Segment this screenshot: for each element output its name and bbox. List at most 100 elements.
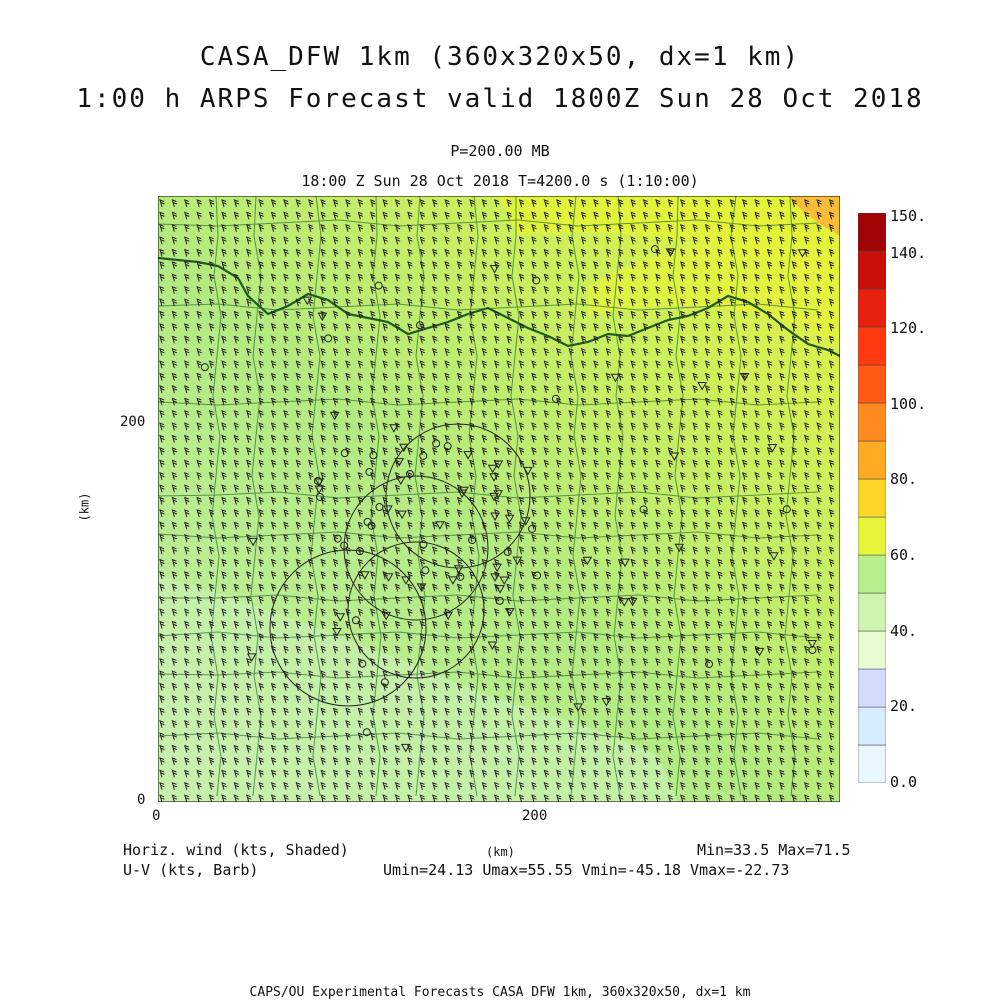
wind-barb: [394, 757, 401, 766]
wind-barb: [270, 744, 277, 753]
wind-barb: [419, 719, 426, 728]
wind-barb: [531, 719, 537, 728]
wind-barb: [171, 422, 178, 431]
wind-barb: [779, 707, 785, 716]
wind-barb: [531, 496, 537, 505]
wind-barb: [444, 695, 450, 704]
wind-barb: [804, 633, 810, 642]
wind-barb: [754, 657, 760, 666]
wind-barb: [171, 583, 178, 592]
wind-barb: [159, 323, 165, 332]
wind-barb: [580, 285, 587, 294]
wind-barb: [345, 397, 351, 406]
wind-barb: [618, 496, 624, 505]
wind-barb: [295, 199, 302, 208]
wind-barb: [729, 285, 736, 294]
wind-barb: [370, 310, 376, 319]
wind-barb: [233, 620, 240, 629]
wind-barb: [246, 434, 252, 443]
wind-barb: [469, 360, 475, 369]
wind-barb: [618, 509, 624, 518]
wind-barb: [345, 211, 351, 220]
wind-barb: [419, 471, 426, 480]
wind-barb: [407, 608, 413, 617]
wind-barb: [543, 409, 550, 418]
wind-barb: [432, 583, 438, 592]
wind-barb: [729, 211, 736, 220]
wind-barb: [642, 695, 649, 704]
wind-barb: [568, 533, 574, 542]
wind-barb: [345, 385, 351, 394]
wind-barb: [754, 595, 760, 604]
wind-barb: [630, 732, 636, 741]
wind-barb: [320, 732, 326, 741]
station-circle: [362, 728, 371, 737]
wind-barb: [456, 236, 463, 245]
wind-barb: [680, 397, 686, 406]
wind-barb: [816, 608, 822, 617]
wind-barb: [630, 571, 636, 580]
wind-barb: [766, 781, 773, 790]
wind-barb: [171, 571, 178, 580]
wind-barb: [717, 447, 723, 456]
colorbar-segment: [858, 288, 886, 328]
wind-barb: [394, 335, 401, 344]
wind-barb: [506, 409, 512, 418]
wind-barb: [568, 608, 574, 617]
wind-barb: [295, 583, 302, 592]
wind-barb: [432, 360, 438, 369]
wind-barb: [729, 682, 736, 691]
wind-barb: [618, 471, 624, 480]
wind-barb: [419, 360, 426, 369]
wind-barb: [233, 459, 240, 468]
wind-barb: [828, 633, 835, 642]
wind-barb: [308, 757, 314, 766]
wind-barb: [543, 645, 550, 654]
wind-barb: [308, 484, 314, 493]
station-triangle: [739, 372, 750, 382]
station-triangle: [504, 608, 515, 617]
wind-barb: [295, 769, 302, 778]
wind-barb: [766, 719, 773, 728]
wind-barb: [531, 484, 537, 493]
wind-barb: [469, 645, 475, 654]
wind-barb: [320, 471, 326, 480]
wind-barb: [630, 682, 636, 691]
wind-barb: [444, 757, 450, 766]
colorbar-segment: [858, 706, 886, 746]
wind-barb: [704, 633, 711, 642]
wind-barb: [246, 744, 252, 753]
wind-barb: [766, 571, 773, 580]
wind-barb: [394, 744, 401, 753]
wind-barb: [233, 781, 240, 790]
wind-barb: [382, 298, 388, 307]
wind-barb: [804, 434, 810, 443]
wind-barb: [791, 496, 798, 505]
wind-barb: [605, 595, 612, 604]
wind-barb: [680, 471, 686, 480]
wind-barb: [754, 521, 760, 530]
wind-barb: [605, 645, 612, 654]
wind-barb: [742, 347, 748, 356]
wind-barb: [258, 744, 264, 753]
wind-barb: [208, 422, 215, 431]
wind-barb: [171, 719, 178, 728]
wind-barb: [766, 471, 773, 480]
wind-barb: [196, 558, 202, 567]
wind-barb: [692, 657, 698, 666]
wind-barb: [642, 732, 649, 741]
wind-barb: [394, 608, 401, 617]
wind-barb: [618, 422, 624, 431]
wind-barb: [283, 645, 289, 654]
wind-barb: [804, 732, 810, 741]
wind-barb: [233, 335, 240, 344]
wind-barb: [754, 347, 760, 356]
wind-barb: [667, 496, 674, 505]
wind-barb: [642, 719, 649, 728]
wind-barb: [630, 695, 636, 704]
wind-barb: [518, 385, 525, 394]
wind-barb: [605, 781, 612, 790]
wind-barb: [419, 769, 426, 778]
wind-barb: [345, 323, 351, 332]
wind-barb: [717, 199, 723, 208]
